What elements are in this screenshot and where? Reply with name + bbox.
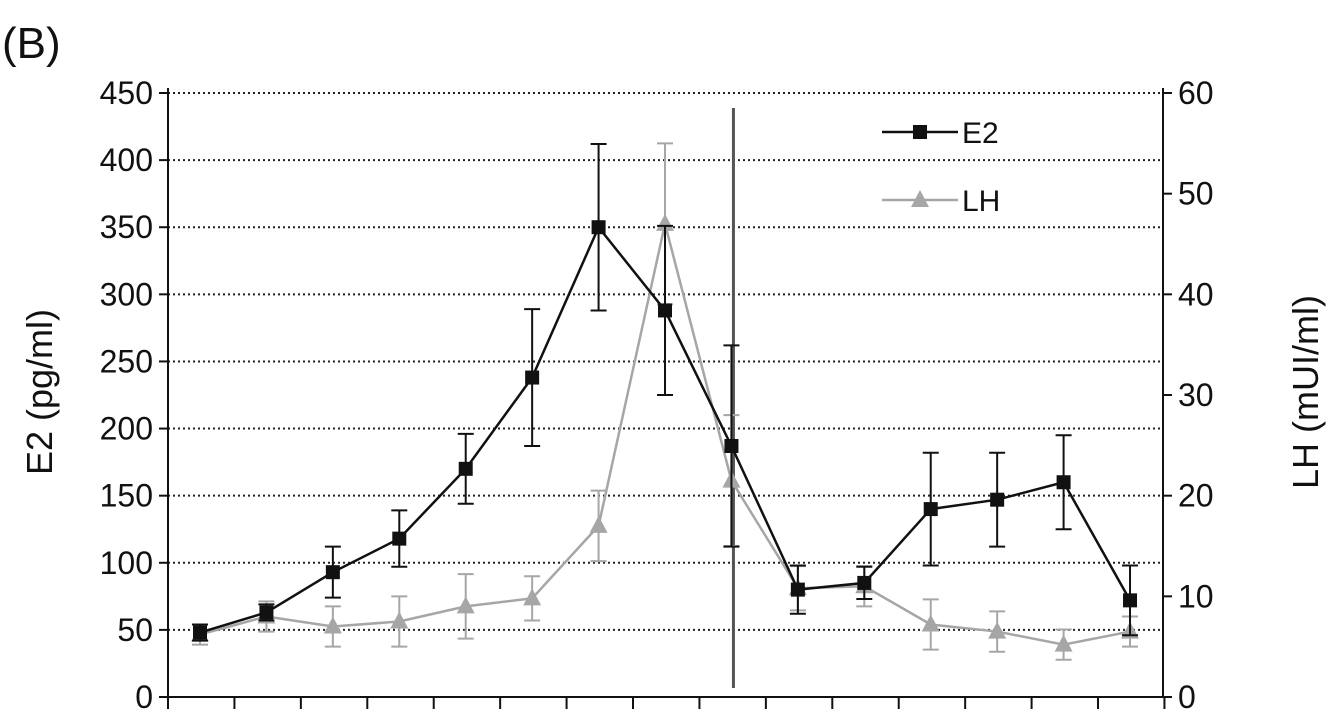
- legend-item-e2: E2: [882, 117, 999, 150]
- legend-item-lh: LH: [882, 185, 1000, 218]
- y2-tick-label-30: 30: [1178, 377, 1214, 413]
- tick-marks: [159, 92, 1172, 709]
- lh-point-13: [1054, 634, 1073, 652]
- left-axis-tick-labels: 0 50 100 150 200 250 300 350 400 450: [100, 75, 153, 715]
- e2-point-3: [392, 531, 407, 546]
- series: [191, 142, 1140, 661]
- e2-point-13: [1056, 475, 1071, 490]
- e2-point-4: [458, 461, 473, 476]
- right-axis-tick-labels: 0 10 20 30 40 50 60: [1178, 75, 1214, 715]
- y-tick-label-350: 350: [100, 209, 153, 245]
- legend: E2 LH: [882, 117, 1000, 218]
- y-tick-label-200: 200: [100, 411, 153, 447]
- series-e2: [192, 143, 1139, 642]
- e2-point-2: [325, 565, 340, 580]
- y-tick-label-400: 400: [100, 142, 153, 178]
- panel-label: (B): [2, 19, 61, 68]
- e2-point-9: [790, 582, 805, 597]
- y2-tick-label-60: 60: [1178, 75, 1214, 111]
- lh-point-2: [323, 616, 342, 634]
- lh-point-11: [921, 614, 940, 632]
- e2-point-6: [591, 220, 606, 235]
- lh-point-5: [523, 588, 542, 606]
- lh-point-6: [589, 515, 608, 533]
- y-tick-label-300: 300: [100, 276, 153, 312]
- y2-tick-label-40: 40: [1178, 276, 1214, 312]
- y2-tick-label-10: 10: [1178, 578, 1214, 614]
- e2-point-11: [923, 502, 938, 517]
- lh-point-12: [988, 621, 1007, 639]
- y2-tick-label-50: 50: [1178, 176, 1214, 212]
- legend-e2-label: E2: [962, 117, 999, 150]
- y-tick-label-0: 0: [135, 679, 153, 715]
- e2-point-0: [193, 625, 207, 640]
- y-tick-label-150: 150: [100, 478, 153, 514]
- lh-point-3: [390, 611, 409, 629]
- legend-lh-label: LH: [962, 185, 1000, 218]
- y2-axis-title: LH (mUI/ml): [1285, 295, 1326, 489]
- legend-e2-marker: [913, 125, 927, 139]
- y2-tick-label-20: 20: [1178, 478, 1214, 514]
- y-tick-label-450: 450: [100, 75, 153, 111]
- y-axis-title: E2 (pg/ml): [19, 309, 60, 475]
- e2-point-5: [525, 370, 540, 385]
- e2-point-14: [1123, 593, 1138, 608]
- e2-point-12: [990, 492, 1005, 507]
- legend-lh-marker: [911, 190, 929, 207]
- lh-point-4: [456, 596, 475, 614]
- e2-point-7: [658, 303, 673, 318]
- e2-point-8: [724, 439, 739, 454]
- e2-point-10: [857, 575, 872, 590]
- y2-tick-label-0: 0: [1178, 679, 1196, 715]
- y-tick-label-50: 50: [117, 612, 153, 648]
- y-tick-label-100: 100: [100, 545, 153, 581]
- e2-point-1: [259, 605, 274, 620]
- y-tick-label-250: 250: [100, 343, 153, 379]
